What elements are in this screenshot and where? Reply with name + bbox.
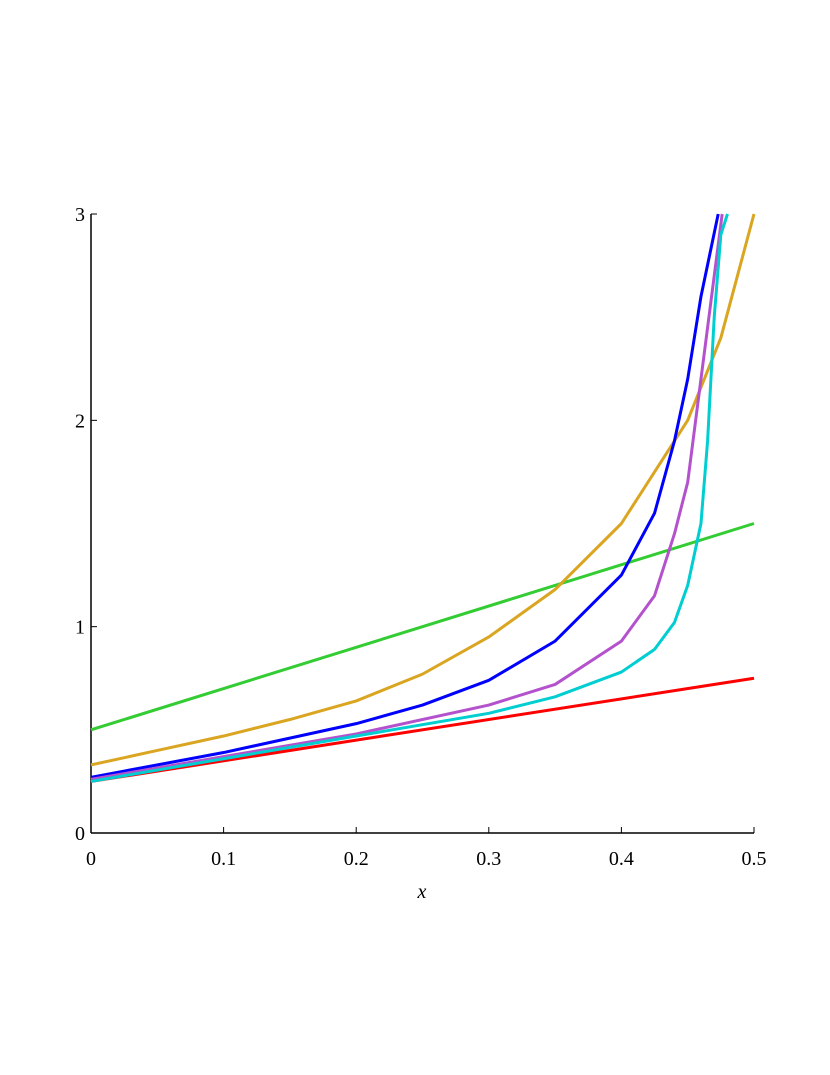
x-tick-label: 0.1 xyxy=(211,848,236,870)
curve xyxy=(90,522,755,732)
y-tick-label: 1 xyxy=(75,617,85,639)
curve xyxy=(90,676,755,783)
curve xyxy=(90,213,724,781)
x-tick-label: 0.2 xyxy=(344,848,369,870)
curve xyxy=(90,213,729,783)
x-tick-label: 0.4 xyxy=(609,848,634,870)
x-tick-label: 0.3 xyxy=(476,848,501,870)
x-tick-label: 0 xyxy=(86,848,96,870)
y-tick-label: 3 xyxy=(75,204,85,226)
y-tick-label: 0 xyxy=(75,823,85,845)
x-tick-label: 0.5 xyxy=(742,848,767,870)
curve xyxy=(90,213,756,767)
y-tick-label: 2 xyxy=(75,410,85,432)
x-axis-label: x xyxy=(417,881,427,903)
curve xyxy=(90,213,720,779)
